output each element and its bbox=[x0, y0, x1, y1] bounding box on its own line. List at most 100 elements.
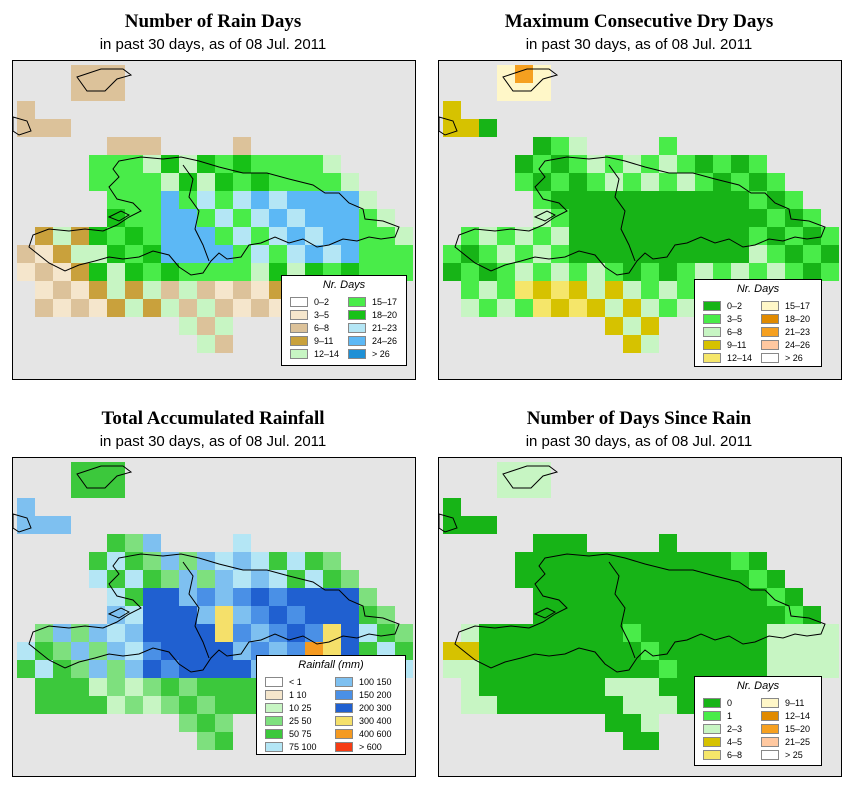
grid-cell bbox=[659, 209, 677, 227]
grid-cell bbox=[461, 642, 479, 660]
grid-cell bbox=[659, 678, 677, 696]
legend-swatch bbox=[761, 301, 779, 311]
grid-cell bbox=[179, 209, 197, 227]
grid-cell bbox=[569, 299, 587, 317]
grid-cell bbox=[53, 516, 71, 534]
grid-cell bbox=[461, 660, 479, 678]
grid-cell bbox=[497, 281, 515, 299]
grid-cell bbox=[461, 624, 479, 642]
grid-cell bbox=[569, 209, 587, 227]
grid-cell bbox=[143, 263, 161, 281]
grid-cell bbox=[125, 281, 143, 299]
grid-cell bbox=[89, 678, 107, 696]
grid-cell bbox=[269, 606, 287, 624]
grid-cell bbox=[551, 660, 569, 678]
grid-cell bbox=[143, 588, 161, 606]
grid-cell bbox=[251, 191, 269, 209]
grid-cell bbox=[497, 462, 515, 480]
legend-swatch bbox=[703, 327, 721, 337]
grid-cell bbox=[497, 263, 515, 281]
grid-cell bbox=[569, 137, 587, 155]
grid-cell bbox=[569, 588, 587, 606]
grid-cell bbox=[803, 227, 821, 245]
grid-cell bbox=[179, 227, 197, 245]
grid-cell bbox=[497, 299, 515, 317]
grid-cell bbox=[143, 534, 161, 552]
grid-cell bbox=[35, 281, 53, 299]
grid-cell bbox=[71, 660, 89, 678]
grid-cell bbox=[143, 137, 161, 155]
grid-cell bbox=[71, 281, 89, 299]
legend-label: 150 200 bbox=[359, 690, 392, 700]
grid-cell bbox=[785, 263, 803, 281]
grid-cell bbox=[71, 263, 89, 281]
grid-cell bbox=[197, 335, 215, 353]
grid-cell bbox=[713, 552, 731, 570]
grid-cell bbox=[215, 191, 233, 209]
grid-cell bbox=[641, 588, 659, 606]
legend-swatch bbox=[335, 690, 353, 700]
grid-cell bbox=[551, 624, 569, 642]
grid-cell bbox=[461, 245, 479, 263]
grid-cell bbox=[713, 245, 731, 263]
grid-cell bbox=[641, 732, 659, 750]
grid-cell bbox=[533, 660, 551, 678]
grid-cell bbox=[305, 552, 323, 570]
grid-cell bbox=[551, 137, 569, 155]
legend-label: 9–11 bbox=[314, 336, 334, 346]
grid-cell bbox=[215, 732, 233, 750]
grid-cell bbox=[605, 678, 623, 696]
grid-cell bbox=[89, 155, 107, 173]
grid-cell bbox=[443, 119, 461, 137]
grid-cell bbox=[587, 281, 605, 299]
grid-cell bbox=[89, 227, 107, 245]
grid-cell bbox=[233, 678, 251, 696]
grid-cell bbox=[107, 570, 125, 588]
legend-label: 25 50 bbox=[289, 716, 312, 726]
grid-cell bbox=[533, 155, 551, 173]
coastline-path bbox=[439, 68, 826, 276]
grid-cell bbox=[161, 263, 179, 281]
grid-cell bbox=[605, 714, 623, 732]
grid-cell bbox=[287, 570, 305, 588]
grid-cell bbox=[623, 209, 641, 227]
grid-cell bbox=[695, 191, 713, 209]
grid-cell bbox=[269, 191, 287, 209]
grid-cell bbox=[377, 245, 395, 263]
grid-cell bbox=[659, 263, 677, 281]
grid-cell bbox=[695, 660, 713, 678]
grid-cell bbox=[677, 281, 695, 299]
legend: Rainfall (mm) < 1 1 10 10 25 25 50 50 75 75 1… bbox=[256, 655, 406, 755]
grid-cell bbox=[515, 155, 533, 173]
grid-cell bbox=[323, 191, 341, 209]
grid-cell bbox=[515, 678, 533, 696]
grid-cell bbox=[605, 281, 623, 299]
grid-cell bbox=[341, 209, 359, 227]
grid-cell bbox=[125, 299, 143, 317]
grid-cell bbox=[125, 137, 143, 155]
panel-title: Number of Rain Days bbox=[124, 11, 302, 32]
grid-cell bbox=[287, 588, 305, 606]
grid-cell bbox=[515, 281, 533, 299]
grid-cell bbox=[551, 173, 569, 191]
grid-cell bbox=[497, 696, 515, 714]
grid-cell bbox=[179, 642, 197, 660]
grid-cell bbox=[125, 209, 143, 227]
legend-label: 9–11 bbox=[727, 340, 747, 350]
grid-cell bbox=[623, 678, 641, 696]
legend-label: > 26 bbox=[372, 349, 390, 359]
grid-cell bbox=[71, 299, 89, 317]
grid-cell bbox=[71, 678, 89, 696]
grid-cell bbox=[197, 714, 215, 732]
grid-cell bbox=[461, 299, 479, 317]
grid-cell bbox=[695, 263, 713, 281]
grid-cell bbox=[161, 155, 179, 173]
grid-cell bbox=[479, 678, 497, 696]
grid-cell bbox=[89, 83, 107, 101]
grid-cell bbox=[821, 642, 839, 660]
legend-title: Nr. Days bbox=[736, 680, 780, 692]
grid-cell bbox=[215, 660, 233, 678]
grid-cell bbox=[767, 191, 785, 209]
grid-cell bbox=[179, 714, 197, 732]
grid-cell bbox=[89, 299, 107, 317]
